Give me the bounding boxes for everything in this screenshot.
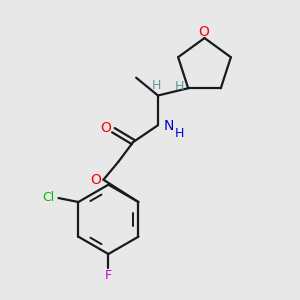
Text: O: O [198, 25, 209, 39]
Text: O: O [90, 173, 101, 187]
Text: Cl: Cl [43, 190, 55, 204]
Text: F: F [105, 269, 112, 282]
Text: N: N [164, 119, 174, 133]
Text: H: H [175, 127, 184, 140]
Text: O: O [100, 121, 111, 135]
Text: H: H [151, 79, 160, 92]
Text: H: H [175, 80, 184, 93]
